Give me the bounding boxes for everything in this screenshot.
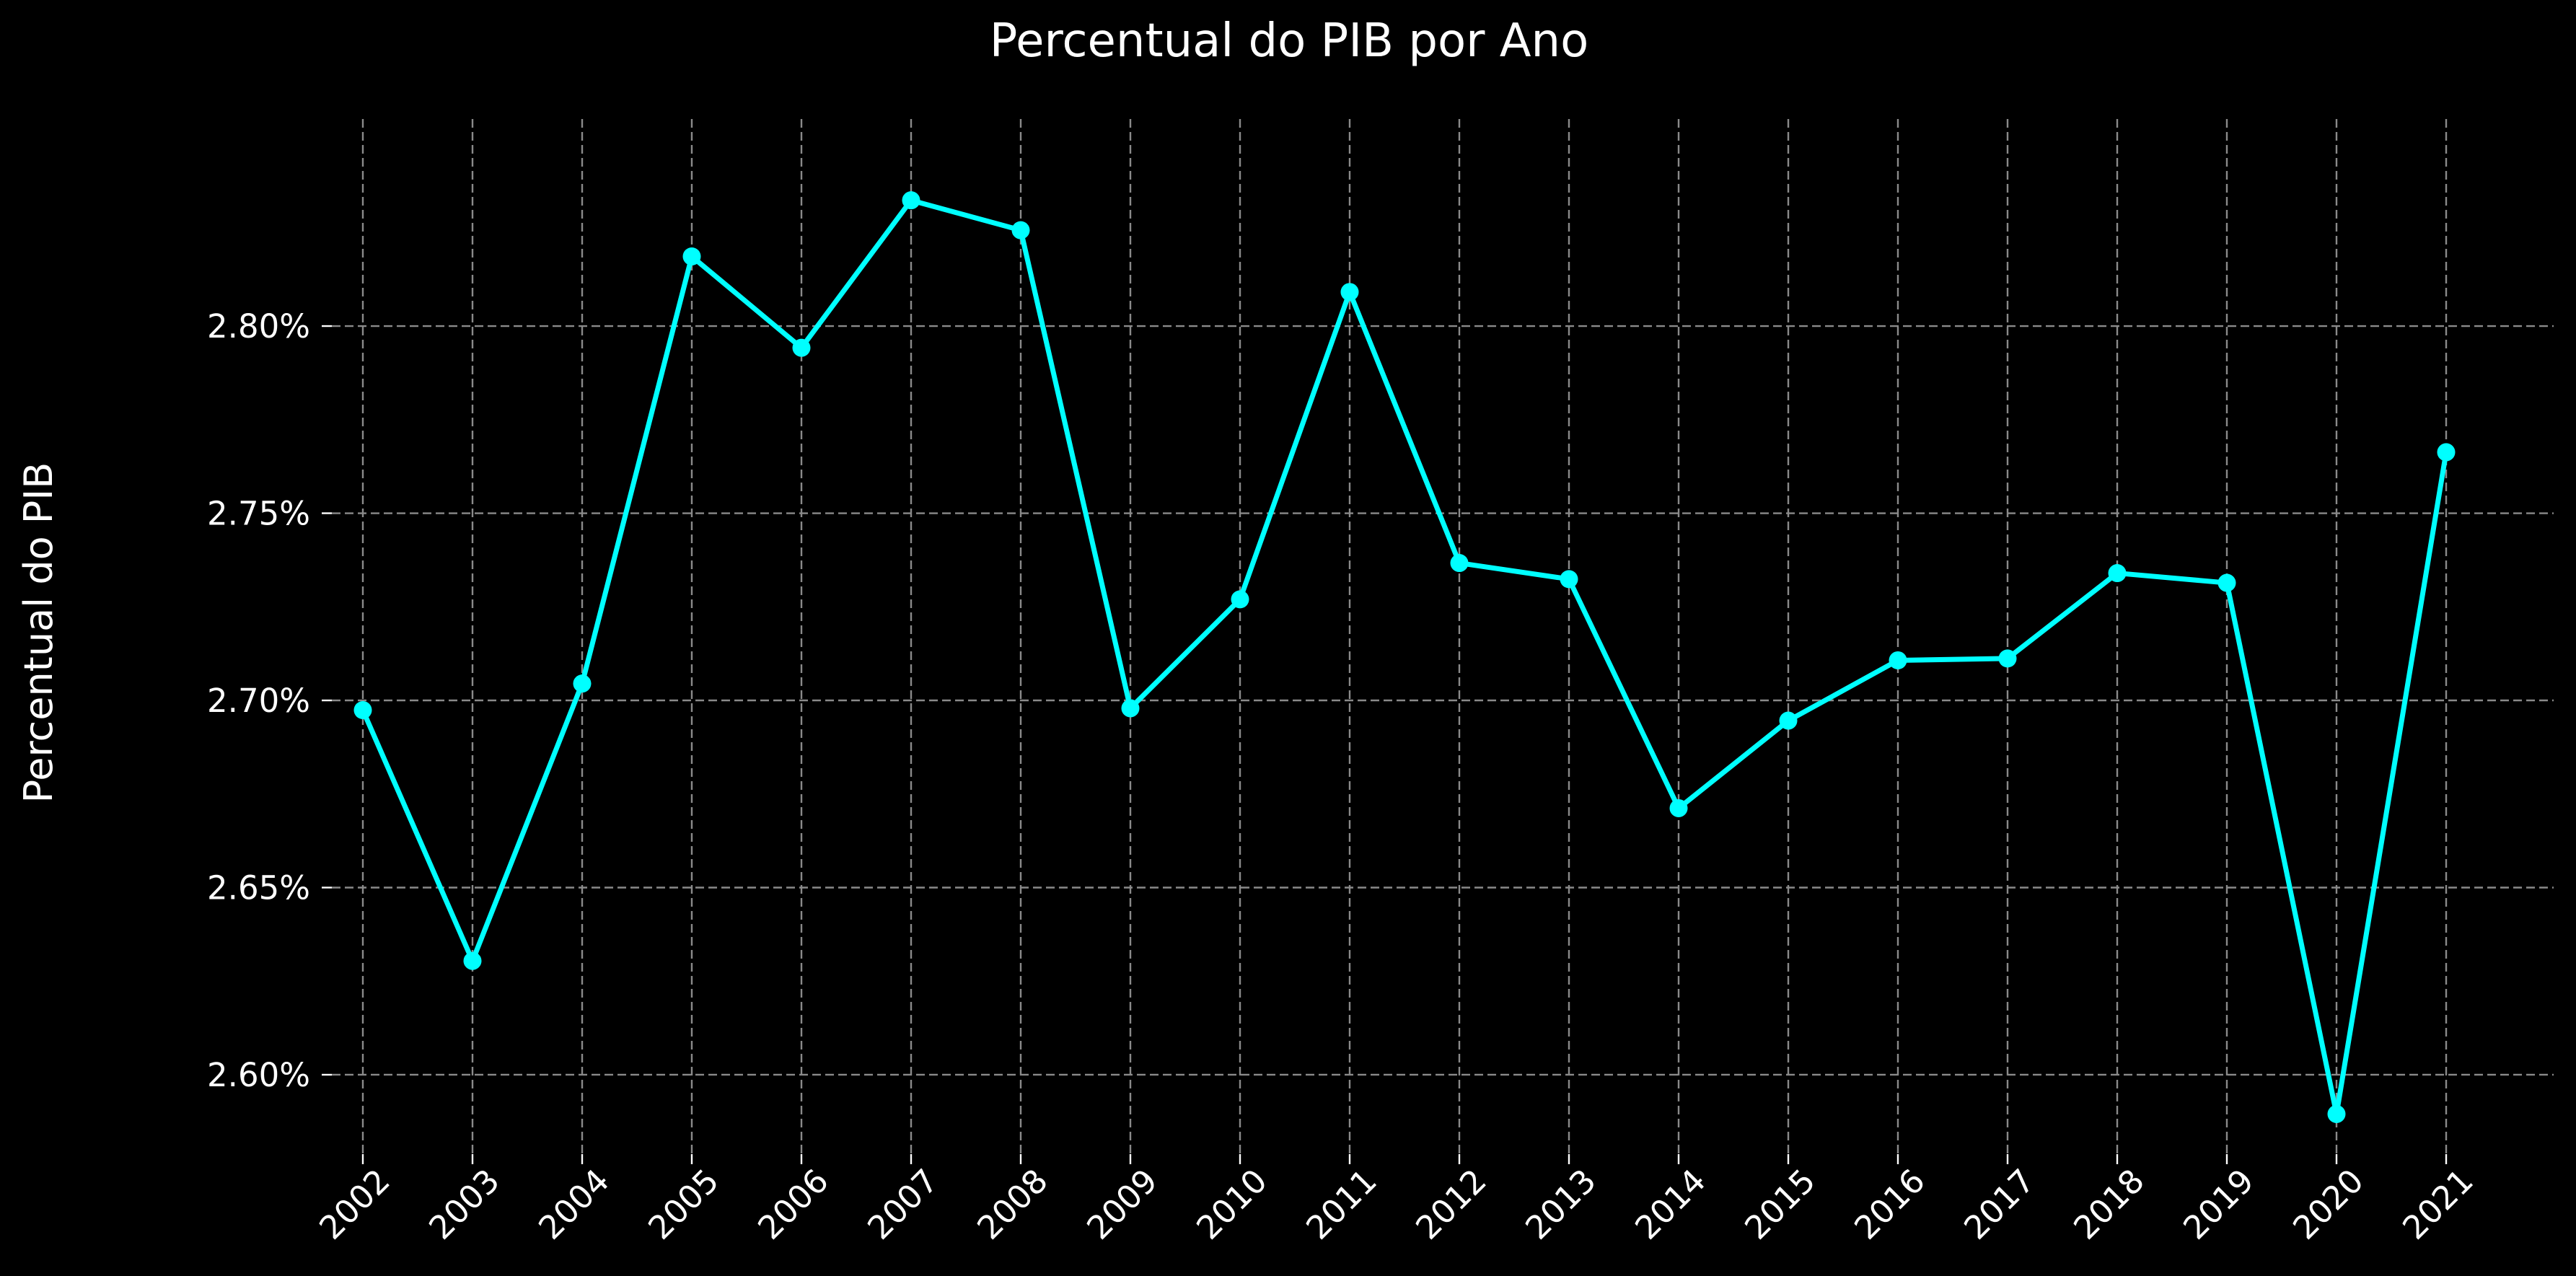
data-series — [353, 191, 2456, 1123]
y-tick-label: 2.65% — [207, 868, 310, 907]
data-point — [1998, 649, 2017, 668]
x-gridlines — [361, 119, 2448, 1154]
data-point — [1779, 711, 1798, 730]
data-point — [682, 247, 701, 266]
data-point — [1889, 651, 1907, 669]
y-tick-label: 2.80% — [207, 307, 310, 346]
y-tick-labels: 2.60% 2.65% 2.70% 2.75% 2.80% — [207, 307, 310, 1094]
chart-title: Percentual do PIB por Ano — [990, 14, 1589, 68]
series-line — [360, 198, 2449, 1117]
data-point — [463, 951, 482, 970]
y-gridlines — [332, 325, 2554, 1076]
y-tick-label: 2.70% — [207, 682, 310, 720]
data-point — [1450, 554, 1469, 573]
data-point — [2437, 443, 2456, 462]
data-point — [1231, 590, 1249, 609]
y-tick-label: 2.75% — [207, 495, 310, 533]
data-point — [792, 338, 811, 357]
data-point — [2327, 1104, 2346, 1123]
data-point — [2217, 573, 2236, 592]
y-axis-label: Percentual do PIB — [16, 462, 61, 804]
axis-ticks — [322, 325, 2448, 1164]
data-point — [1340, 283, 1359, 302]
data-point — [1669, 798, 1688, 817]
data-point — [1560, 570, 1578, 589]
data-point — [2108, 564, 2127, 583]
y-tick-label: 2.60% — [207, 1056, 310, 1094]
data-point — [1011, 221, 1030, 239]
data-point — [573, 674, 592, 693]
data-point — [353, 701, 372, 720]
data-point — [1121, 699, 1140, 718]
data-point — [902, 191, 920, 210]
